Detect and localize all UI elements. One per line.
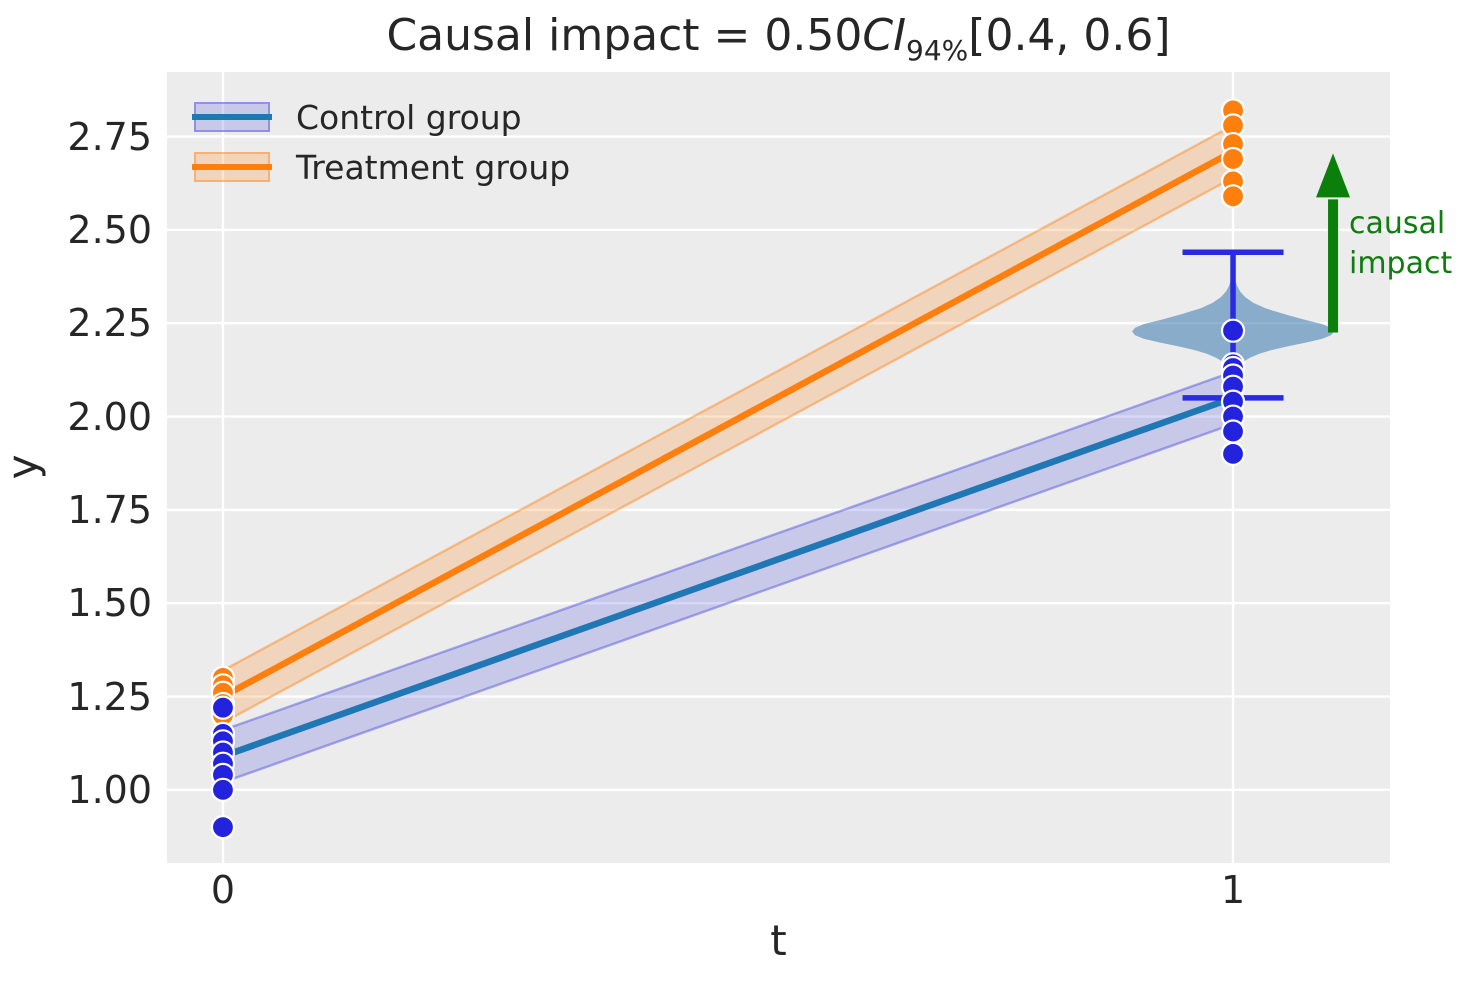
confidence-band-edge: [222, 422, 1234, 784]
legend-item-treatment-group: Treatment group: [192, 142, 571, 192]
chart-title: Causal impact = 0.50CI94%[0.4, 0.6]: [167, 10, 1390, 64]
scatter-point-treatment: [1220, 184, 1246, 209]
x-axis-label: t: [770, 916, 787, 965]
legend-band-swatch: [192, 152, 272, 182]
y-tick-label: 1.25: [67, 674, 152, 719]
legend-label: Control group: [296, 97, 522, 137]
confidence-band-edge: [222, 176, 1234, 724]
y-tick-label: 2.00: [67, 394, 152, 439]
regression-line: [221, 394, 1235, 760]
y-tick-label: 2.25: [67, 301, 152, 346]
y-tick-label: 2.50: [67, 207, 152, 252]
legend-band-swatch: [192, 102, 272, 132]
confidence-band-edge: [222, 370, 1234, 732]
scatter-point-control: [210, 695, 236, 720]
scatter-point-control: [1220, 318, 1246, 343]
chart-title-interval: [0.4, 0.6]: [968, 10, 1171, 61]
y-tick-label: 1.75: [67, 487, 152, 532]
scatter-point-control: [1220, 441, 1246, 466]
legend-label: Treatment group: [296, 147, 571, 187]
chart-title-ci-subscript: 94%: [906, 33, 969, 67]
x-tick-label: 0: [210, 868, 236, 912]
legend-line-swatch: [192, 114, 272, 120]
confidence-band-edge: [222, 124, 1234, 672]
y-tick-label: 2.75: [67, 114, 152, 159]
legend: Control group Treatment group: [192, 92, 571, 192]
y-tick-label: 1.00: [67, 767, 152, 812]
scatter-point-control: [210, 777, 236, 802]
regression-line: [221, 148, 1235, 700]
y-tick-label: 1.50: [67, 581, 152, 626]
causal-impact-annotation: causal impact: [1349, 204, 1452, 284]
legend-line-swatch: [192, 164, 272, 170]
scatter-point-control: [1220, 419, 1246, 444]
scatter-point-treatment: [1220, 146, 1246, 172]
y-axis-label: y: [0, 454, 47, 480]
chart-title-prefix: Causal impact = 0.50: [386, 10, 863, 61]
plot-area-background: [167, 72, 1390, 863]
chart-title-ci-symbol: CI: [862, 10, 907, 61]
causal-impact-arrow-head: [1316, 153, 1351, 198]
legend-item-control-group: Control group: [192, 92, 570, 142]
causal-impact-annotation-line2: impact: [1349, 246, 1453, 281]
causal-impact-annotation-line1: causal: [1349, 206, 1446, 241]
scatter-point-control: [210, 815, 236, 840]
x-tick-label: 1: [1220, 868, 1246, 912]
